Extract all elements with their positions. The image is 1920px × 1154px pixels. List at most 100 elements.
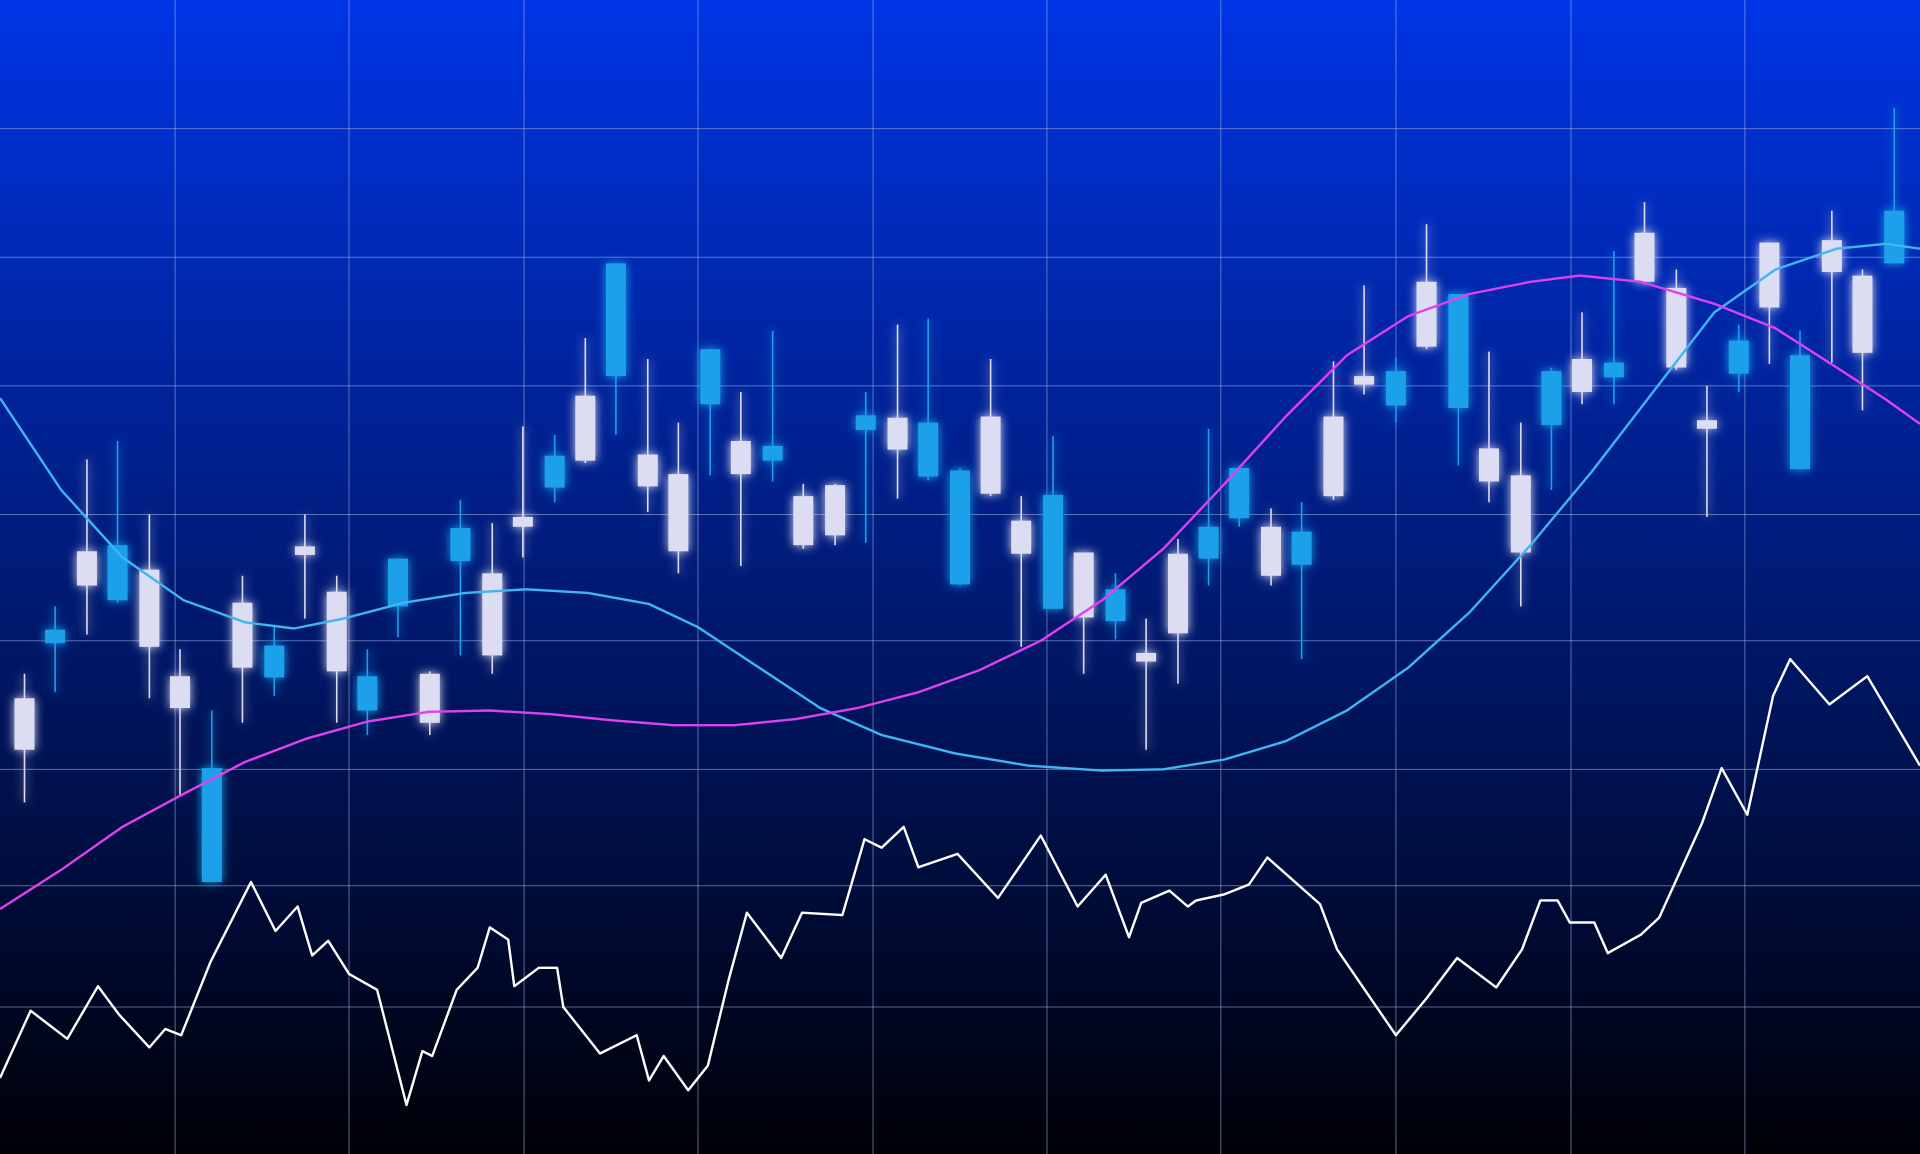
candle-body [1821,240,1842,272]
candle-body [762,445,783,461]
candle [1634,202,1655,285]
candle-body [1541,371,1562,426]
candle-body [855,415,876,430]
candle [730,392,751,566]
candle [1666,269,1687,370]
candle [668,422,689,574]
candle-body [326,591,347,672]
candle-body [264,645,285,678]
candle-body [387,558,408,607]
candle-body [139,569,160,647]
candle [1354,285,1375,395]
candle [1167,539,1188,684]
candle [887,324,908,499]
candle-body [1323,416,1344,497]
candle [1105,573,1126,640]
candle [575,338,596,464]
candle [76,459,97,635]
candle-body [201,768,222,883]
series-line [0,274,1920,911]
candle-body [605,263,626,377]
candle [544,434,565,503]
candle-body [419,673,440,723]
candle-body [1043,494,1064,609]
candle [980,358,1001,497]
candle-body [1510,475,1531,553]
candle-body [1666,287,1687,368]
candle-body [1696,420,1717,429]
candle-body [980,416,1001,494]
series-line [0,657,1920,1107]
candle [1198,428,1219,586]
candle [762,330,783,482]
candle-body [76,551,97,586]
candle [1478,351,1499,503]
candle-body [637,454,658,487]
candle-body [918,422,939,477]
candle [1136,618,1157,750]
candle [1852,269,1873,411]
candle-body [1478,448,1499,482]
candle [1385,357,1406,423]
candle-body [544,455,565,488]
candle-body [668,474,689,552]
candle-body [170,676,190,709]
candle [637,358,658,513]
candle [387,558,408,638]
candle-body [1852,275,1873,353]
candle [1696,385,1717,517]
candle-body [887,417,908,450]
candle [294,514,315,619]
candle-body [730,441,751,475]
candle [605,263,626,435]
candle [1603,251,1624,405]
candle-body [1261,526,1282,576]
candle [201,710,222,883]
candle [793,483,814,549]
candle-body [45,629,66,644]
candle-body [793,496,814,546]
series-line [0,242,1920,772]
candle [14,673,35,803]
candle-body [357,676,378,711]
candle [326,575,347,723]
candle [482,523,503,674]
candle [1043,436,1064,609]
candle-body [1790,355,1810,470]
candle [855,392,876,543]
candle [1884,107,1905,264]
candle-body [1416,281,1437,347]
candle-body [294,546,315,555]
candle [1448,294,1469,466]
candle [1229,467,1250,527]
candle [450,499,471,656]
candle [700,349,721,476]
candle-body [1136,652,1157,662]
candle-body [825,485,846,536]
candle [825,483,846,546]
candle-body [1167,553,1188,634]
candle [1323,361,1344,500]
candle [1011,496,1032,647]
candle-body [1572,358,1593,393]
candle [1416,224,1437,350]
candle [264,624,285,696]
candle-body [1603,362,1624,378]
candle [512,426,533,558]
candle-body [450,527,471,562]
candle-body [1728,340,1749,374]
candle-body [575,395,596,461]
candle [45,606,66,693]
candle [1291,502,1312,660]
candle-body [700,349,721,405]
candle [1261,508,1282,586]
candle-body [1011,520,1032,554]
candle [950,467,970,586]
candle-body [1073,552,1094,618]
candle [1572,312,1593,405]
candle [170,649,190,797]
candle-body [512,516,533,527]
candle-body [14,698,35,750]
